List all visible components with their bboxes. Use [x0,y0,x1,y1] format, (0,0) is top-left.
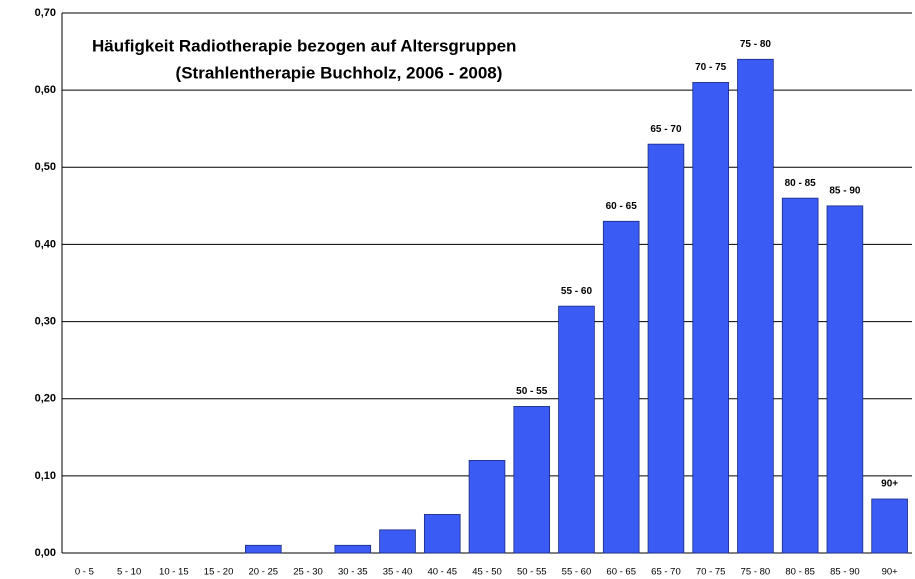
y-tick-label: 0,30 [35,315,56,327]
chart-subtitle: (Strahlentherapie Buchholz, 2006 - 2008) [176,63,503,82]
bar [826,205,864,554]
x-tick-label: 50 - 55 [517,567,547,578]
x-tick-label: 80 - 85 [785,567,815,578]
y-tick-label: 0,00 [35,547,56,559]
y-tick-label: 0,20 [35,393,56,405]
y-tick-label: 0,60 [35,84,56,96]
x-tick-label: 15 - 20 [204,567,234,578]
y-tick-label: 0,10 [35,470,56,482]
bar [871,498,908,554]
x-tick-label: 60 - 65 [606,567,636,578]
x-tick-label: 30 - 35 [338,567,368,578]
x-tick-label: 90+ [882,567,899,578]
x-tick-label: 25 - 30 [293,567,323,578]
bar-label: 55 - 60 [561,286,593,297]
bar-label: 50 - 55 [516,386,548,397]
bar [423,514,461,554]
bar-label: 85 - 90 [829,185,861,196]
x-tick-label: 65 - 70 [651,567,681,578]
bar-label: 90+ [881,479,898,490]
chart-title: Häufigkeit Radiotherapie bezogen auf Alt… [92,36,516,55]
bar [781,197,819,554]
bar-label: 60 - 65 [606,201,638,212]
bar [602,220,640,554]
x-tick-label: 45 - 50 [472,567,502,578]
bar-label: 70 - 75 [695,62,727,73]
bar [379,529,416,554]
x-tick-label: 40 - 45 [427,567,457,578]
bar [692,82,729,554]
bar-label: 80 - 85 [785,178,817,189]
y-tick-label: 0,50 [35,161,56,173]
bar [245,544,282,554]
y-tick-label: 0,40 [35,238,56,250]
x-tick-label: 5 - 10 [117,567,141,578]
bar [334,544,372,554]
x-tick-label: 35 - 40 [383,567,413,578]
bar [737,58,774,554]
x-tick-label: 10 - 15 [159,567,189,578]
bar [468,460,506,554]
y-tick-label: 0,70 [35,7,56,19]
bar-label: 75 - 80 [740,39,772,50]
x-tick-label: 70 - 75 [696,567,726,578]
x-tick-label: 85 - 90 [830,567,860,578]
x-tick-label: 55 - 60 [562,567,592,578]
x-tick-label: 20 - 25 [249,567,279,578]
bar-label: 65 - 70 [650,124,682,135]
bar [647,143,685,554]
x-tick-label: 0 - 5 [75,567,94,578]
x-tick-label: 75 - 80 [741,567,771,578]
bar [558,305,595,554]
bar [513,406,551,554]
